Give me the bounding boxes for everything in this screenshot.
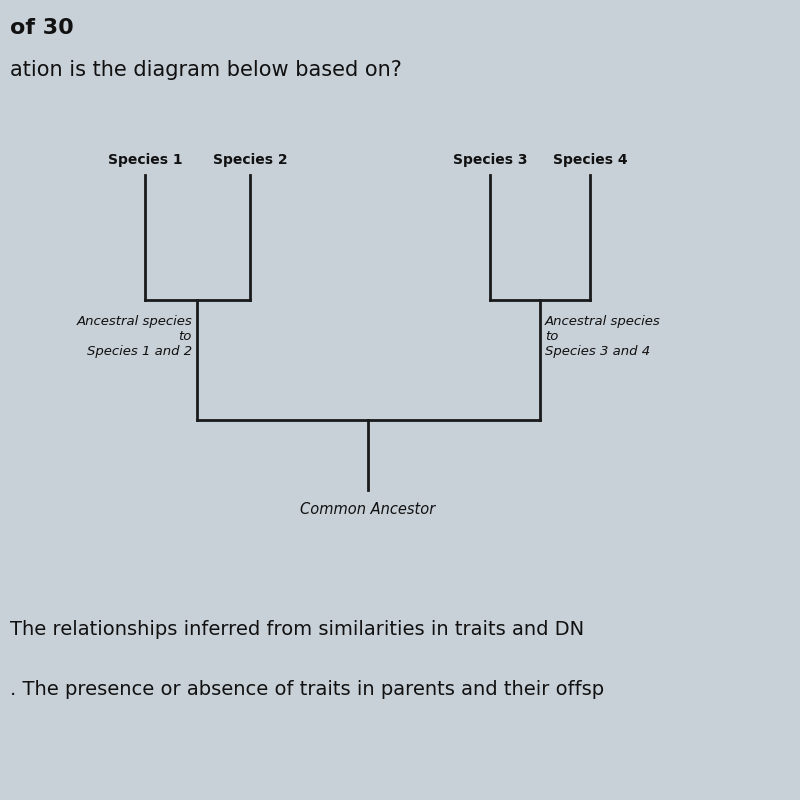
Text: Species 2: Species 2 [213, 153, 287, 167]
Text: Species 1: Species 1 [108, 153, 182, 167]
Text: of 30: of 30 [10, 18, 74, 38]
Text: Species 4: Species 4 [553, 153, 627, 167]
Text: Ancestral species
to
Species 3 and 4: Ancestral species to Species 3 and 4 [545, 315, 661, 358]
Text: ation is the diagram below based on?: ation is the diagram below based on? [10, 60, 402, 80]
Text: . The presence or absence of traits in parents and their offsp: . The presence or absence of traits in p… [10, 680, 604, 699]
Text: Ancestral species
to
Species 1 and 2: Ancestral species to Species 1 and 2 [76, 315, 192, 358]
Text: The relationships inferred from similarities in traits and DN: The relationships inferred from similari… [10, 620, 584, 639]
Text: Common Ancestor: Common Ancestor [300, 502, 436, 517]
Text: Species 3: Species 3 [453, 153, 527, 167]
